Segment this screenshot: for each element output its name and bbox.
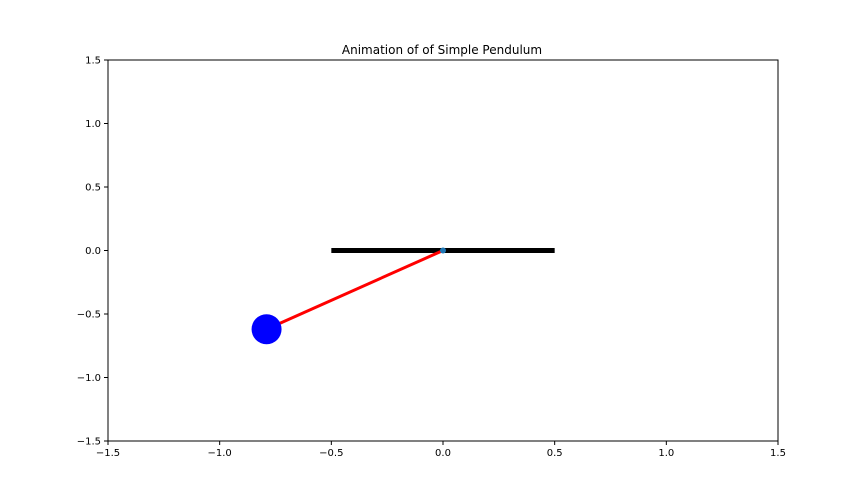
y-tick-label: −1.5 [77,437,101,448]
y-tick-label: 0.5 [85,183,101,194]
x-tick-label: 0.0 [435,448,451,459]
x-tick-label: 1.5 [770,448,786,459]
pivot-point [440,247,446,254]
pendulum-bob [251,314,282,345]
y-axis: 1.5 1.0 0.5 0.0 −0.5 −1.0 −1.5 [77,56,108,448]
x-tick-label: −0.5 [319,448,343,459]
y-tick-label: 1.0 [85,119,101,130]
pendulum-rod [265,249,444,331]
x-tick-label: 1.0 [658,448,674,459]
plot-marks [251,247,555,345]
x-axis: −1.5 −1.0 −0.5 0.0 0.5 1.0 1.5 [96,441,786,459]
x-tick-label: −1.0 [208,448,232,459]
y-tick-label: 1.5 [85,56,101,67]
chart-title: Animation of of Simple Pendulum [342,43,542,57]
y-tick-label: 0.0 [85,246,101,257]
y-tick-label: −0.5 [77,310,101,321]
x-tick-label: −1.5 [96,448,120,459]
y-tick-label: −1.0 [77,373,101,384]
x-tick-label: 0.5 [547,448,563,459]
